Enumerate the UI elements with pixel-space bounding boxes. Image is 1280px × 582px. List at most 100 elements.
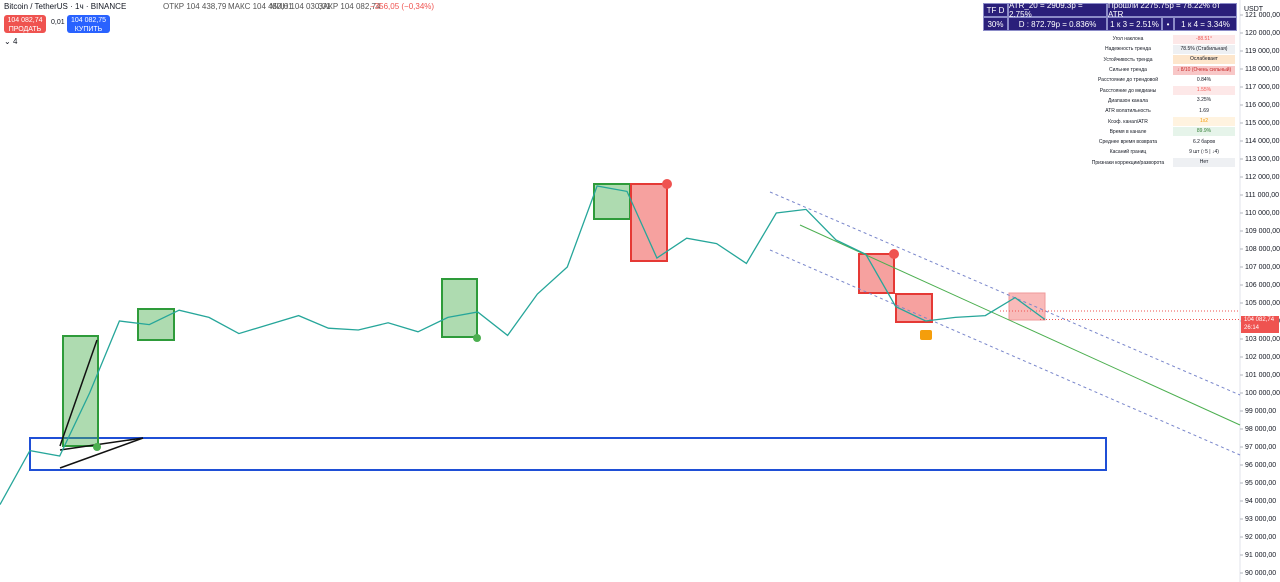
trend-line (799, 224, 1241, 426)
open: ОТКР 104 438,79 (163, 2, 227, 11)
bull-zone (62, 335, 99, 447)
buy-button[interactable]: 104 082,75 КУПИТЬ (67, 15, 110, 33)
price-tick-label: 92 000,00 (1245, 534, 1276, 541)
info-label: Касаний границ (1109, 149, 1147, 156)
arrow (59, 339, 98, 447)
low: МИН 104 030,01 (270, 2, 331, 11)
info-label: Устойчивость тренда (1103, 56, 1153, 63)
price-tick-label: 117 000,00 (1245, 84, 1280, 91)
atr-cell: • (1162, 17, 1174, 31)
info-value: -88.51° (1173, 34, 1235, 44)
info-row: Сильнее тренда ↓ 8/10 (Очень сильный) (1083, 65, 1237, 75)
signal-dot (473, 334, 481, 342)
arrow (59, 437, 144, 451)
price-tick-label: 90 000,00 (1245, 570, 1276, 577)
change: −356,05 (−0,34%) (370, 2, 435, 11)
atr-cell: D : 872.79p = 0.836% (1008, 17, 1107, 31)
price-tick-label: 113 000,00 (1245, 156, 1280, 163)
info-label: Сильнее тренда (1109, 67, 1147, 74)
info-row: Надежность тренда 78.5% (Стабильная) (1083, 44, 1237, 54)
price-tick-label: 114 000,00 (1245, 138, 1280, 145)
price-axis-bg (1240, 0, 1280, 582)
info-value: 1.55% (1173, 86, 1235, 96)
info-value: 89.9% (1173, 127, 1235, 137)
atr-cell: 1 к 4 = 3.34% (1174, 17, 1237, 31)
indicators-count: 4 (12, 37, 18, 46)
price-tick-label: 112 000,00 (1245, 174, 1280, 181)
price-tick-label: 116 000,00 (1245, 102, 1280, 109)
price-tick-label: 110 000,00 (1245, 210, 1280, 217)
sell-label: ПРОДАТЬ (8, 26, 42, 33)
price-tick-label: 93 000,00 (1245, 516, 1276, 523)
close: ЗАКР 104 082,74 (318, 2, 381, 11)
marker (920, 330, 932, 340)
info-value: 9 шт (↑5 | ↓4) (1173, 147, 1235, 157)
price-line (0, 185, 1046, 505)
info-value: ↓ 8/10 (Очень сильный) (1173, 65, 1235, 75)
info-row: Диапазон канала 3.25% (1083, 96, 1237, 106)
info-value: 3.25% (1173, 96, 1235, 106)
info-label: Диапазон канала (1108, 97, 1148, 104)
info-row: Время в канале 89.9% (1083, 127, 1237, 137)
info-row: Устойчивость тренда Ослабевает (1083, 55, 1237, 65)
info-value: 1.69 (1173, 106, 1235, 116)
bull-zone (441, 278, 478, 338)
atr-cell: 30% (983, 17, 1008, 31)
price-tick-label: 118 000,00 (1245, 66, 1280, 73)
signal-dot (662, 179, 672, 189)
price-tick-label: 106 000,00 (1245, 282, 1280, 289)
info-label: Время в канале (1109, 128, 1147, 135)
atr-cell: ATR_20 = 2909.3p = 2.75% (1008, 1, 1107, 19)
info-label: Надежность тренда (1104, 46, 1151, 53)
symbol: Bitcoin / TetherUS · 1ч · BINANCE (4, 2, 127, 11)
price-tick-label: 95 000,00 (1245, 480, 1276, 487)
info-label: Среднее время возврата (1098, 139, 1158, 146)
price-tick-label: 107 000,00 (1245, 264, 1280, 271)
price-tick-label: 111 000,00 (1245, 192, 1279, 199)
buy-price: 104 082,75 (70, 17, 107, 24)
info-row: Среднее время возврата 6.2 баров (1083, 137, 1237, 147)
arrow (59, 437, 144, 469)
sell-price: 104 082,74 (7, 17, 43, 24)
atr-cell: 1 к 3 = 2.51% (1107, 17, 1162, 31)
currency: USDT (1244, 6, 1264, 13)
channel-top (769, 191, 1241, 396)
info-row: Угол наклона -88.51° (1083, 34, 1237, 44)
spread: 0,01 (51, 19, 65, 26)
countdown: 26:14 (1244, 325, 1260, 331)
last-price: 104 082,74 (1244, 317, 1275, 323)
price-tick-label: 99 000,00 (1245, 408, 1276, 415)
info-label: Угол наклона (1112, 36, 1144, 43)
bear-zone (895, 293, 933, 323)
price-tick-label: 105 000,00 (1245, 300, 1280, 307)
price-tick-label: 102 000,00 (1245, 354, 1280, 361)
price-tick-label: 97 000,00 (1245, 444, 1276, 451)
price-tick-label: 115 000,00 (1245, 120, 1280, 127)
price-tick-label: 100 000,00 (1245, 390, 1280, 397)
info-value: Нет (1173, 158, 1235, 168)
info-label: ATR волатильность (1105, 108, 1151, 115)
info-value: Ослабевает (1173, 55, 1235, 65)
range-box (29, 437, 1107, 471)
price-tick-label: 120 000,00 (1245, 30, 1280, 37)
buy-label: КУПИТЬ (74, 26, 103, 33)
signal-dot (889, 249, 899, 259)
price-tick-label: 109 000,00 (1245, 228, 1280, 235)
price-tick-label: 108 000,00 (1245, 246, 1280, 253)
info-value: 78.5% (Стабильная) (1173, 44, 1235, 54)
price-tick-label: 96 000,00 (1245, 462, 1276, 469)
info-label: Расстояние до трендовой (1098, 77, 1158, 84)
price-tick-label: 119 000,00 (1245, 48, 1280, 55)
price-tick-label: 98 000,00 (1245, 426, 1276, 433)
high: МАКС 104 450,01 (228, 2, 293, 11)
atr-cell: TF D (983, 3, 1008, 17)
indicators-toggle[interactable]: ⌄ 4 (4, 37, 18, 46)
sell-button[interactable]: 104 082,74 ПРОДАТЬ (4, 15, 46, 33)
info-row: Касаний границ 9 шт (↑5 | ↓4) (1083, 147, 1237, 157)
info-value: 6.2 баров (1173, 137, 1235, 147)
info-row: Признаки коррекции/разворота Нет (1083, 158, 1237, 168)
channel-bottom (769, 249, 1241, 456)
last-price-badge: 104 082,74 26:14 (1241, 316, 1279, 333)
